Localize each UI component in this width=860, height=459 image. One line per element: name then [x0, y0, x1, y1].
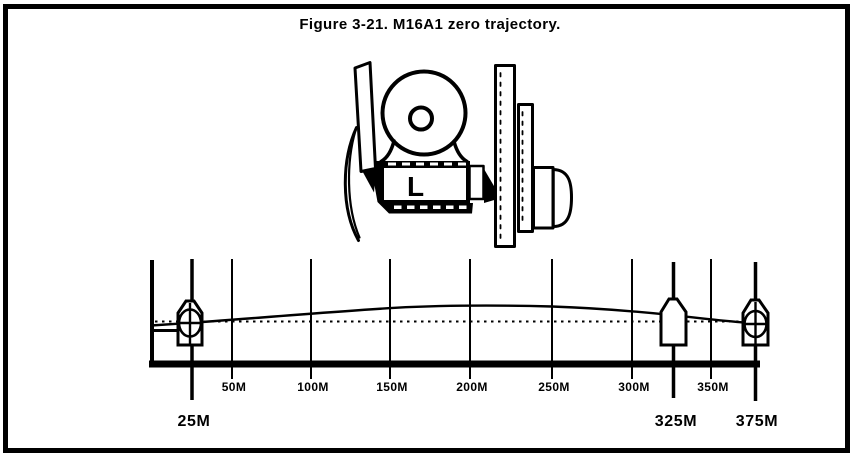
range-label-325m: 325M — [654, 413, 698, 430]
range-label-50m: 50M — [221, 380, 247, 394]
range-label-25m: 25M — [177, 413, 211, 430]
windage-knob-dome — [552, 168, 573, 228]
target-25m-aim-circle — [177, 308, 203, 338]
sight-left-guard-blade-outer — [343, 126, 360, 242]
sight-right-protective-wing — [494, 64, 516, 248]
target-375m-aim-circle — [743, 309, 768, 339]
range-label-200m: 200M — [456, 380, 488, 394]
range-label-350m: 350M — [697, 380, 729, 394]
sight-aperture-face — [384, 168, 466, 200]
range-label-100m: 100M — [297, 380, 329, 394]
sight-neck-fillet-right — [452, 139, 469, 164]
range-gridlines — [231, 259, 712, 379]
range-label-300m: 300M — [618, 380, 650, 394]
target-silhouette-325m — [659, 297, 688, 347]
base-flange-hatch — [394, 205, 467, 209]
sight-base-detent — [468, 164, 485, 201]
range-label-150m: 150M — [376, 380, 408, 394]
sight-aperture-hole — [408, 105, 434, 132]
figure-border — [3, 4, 850, 453]
sight-left-wing-spike — [362, 167, 376, 193]
figure-title: Figure 3-21. M16A1 zero trajectory. — [299, 16, 561, 33]
trajectory-diagram — [149, 259, 770, 401]
windage-knob-plate — [517, 103, 534, 233]
windage-knob-body — [532, 166, 555, 230]
range-label-375m: 375M — [735, 413, 779, 430]
range-label-250m: 250M — [538, 380, 570, 394]
sight-neck-fillet-left — [379, 139, 396, 164]
trajectory-curve — [150, 304, 748, 327]
sight-left-guard-blade-inner — [347, 129, 361, 239]
sight-left-protective-wing — [353, 61, 377, 173]
target-silhouette-375m — [741, 298, 770, 347]
target-silhouette-25m — [176, 299, 204, 347]
base-top-hatch — [388, 162, 466, 166]
aperture-setting-letter: L — [407, 171, 424, 202]
rear-sight-illustration: L — [343, 61, 573, 248]
